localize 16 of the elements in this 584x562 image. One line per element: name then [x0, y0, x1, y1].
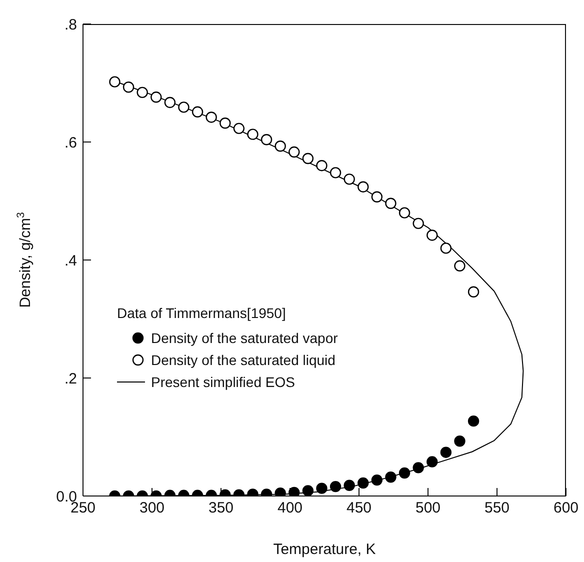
x-tick-label: 500	[415, 500, 441, 517]
y-tick-label: .2	[64, 370, 77, 388]
legend-label: Density of the saturated vapor	[151, 330, 338, 346]
legend-label: Density of the saturated liquid	[151, 352, 336, 368]
x-tick-label: 550	[484, 500, 510, 517]
legend-label: Present simplified EOS	[151, 374, 295, 390]
x-tick-label: 400	[277, 500, 303, 517]
x-tick-label: 600	[553, 500, 579, 517]
y-tick-label: .4	[64, 252, 77, 270]
x-tick-label: 350	[208, 500, 234, 517]
x-tick-label: 450	[346, 500, 372, 517]
y-tick-label: .6	[64, 134, 77, 152]
y-tick-label: .8	[64, 16, 77, 34]
x-axis-title: Temperature, K	[273, 541, 376, 558]
legend-title: Data of Timmermans[1950]	[117, 305, 287, 321]
x-tick-label: 300	[139, 500, 165, 517]
